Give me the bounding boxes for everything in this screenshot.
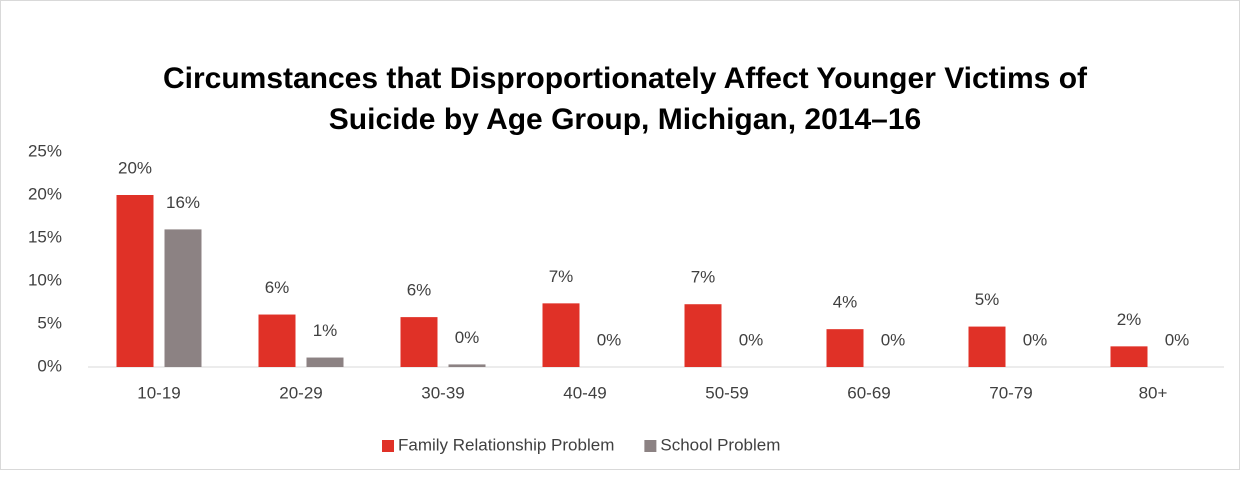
bar [164, 229, 202, 367]
data-label: 0% [455, 328, 480, 347]
data-label: 0% [881, 330, 906, 349]
chart-title: Circumstances that Disproportionately Af… [162, 62, 1088, 136]
x-tick-label: 20-29 [279, 383, 322, 402]
bar [448, 364, 486, 367]
data-label: 16% [166, 193, 200, 212]
y-tick-label: 0% [37, 356, 62, 375]
legend-label: Family Relationship Problem [398, 435, 614, 454]
data-label: 0% [739, 330, 764, 349]
legend-label: School Problem [660, 435, 780, 454]
data-label: 6% [265, 278, 290, 297]
legend-swatch [644, 440, 657, 452]
data-label: 5% [975, 290, 1000, 309]
y-tick-label: 10% [28, 270, 62, 289]
bar [826, 329, 864, 367]
data-label: 4% [833, 293, 858, 312]
bar [542, 303, 580, 367]
data-label: 20% [118, 158, 152, 177]
data-label: 0% [597, 330, 622, 349]
data-label: 0% [1165, 330, 1190, 349]
bar [116, 195, 154, 367]
bar [1110, 346, 1148, 367]
data-label: 7% [691, 268, 716, 287]
y-tick-label: 15% [28, 227, 62, 246]
chart-border [0, 0, 1240, 470]
data-label: 2% [1117, 310, 1142, 329]
bar [400, 317, 438, 367]
x-tick-label: 30-39 [421, 383, 464, 402]
data-label: 7% [549, 267, 574, 286]
y-tick-label: 20% [28, 184, 62, 203]
y-tick-label: 5% [37, 313, 62, 332]
bar [968, 326, 1006, 367]
x-tick-label: 70-79 [989, 383, 1032, 402]
bar [306, 357, 344, 367]
data-label: 1% [313, 321, 338, 340]
bar [684, 304, 722, 367]
data-label: 0% [1023, 330, 1048, 349]
x-tick-label: 40-49 [563, 383, 606, 402]
y-tick-label: 25% [28, 141, 62, 160]
x-tick-label: 10-19 [137, 383, 180, 402]
x-tick-label: 50-59 [705, 383, 748, 402]
x-tick-label: 60-69 [847, 383, 890, 402]
data-label: 6% [407, 281, 432, 300]
x-tick-label: 80+ [1139, 383, 1168, 402]
bar [258, 314, 296, 367]
legend-swatch [382, 440, 394, 452]
